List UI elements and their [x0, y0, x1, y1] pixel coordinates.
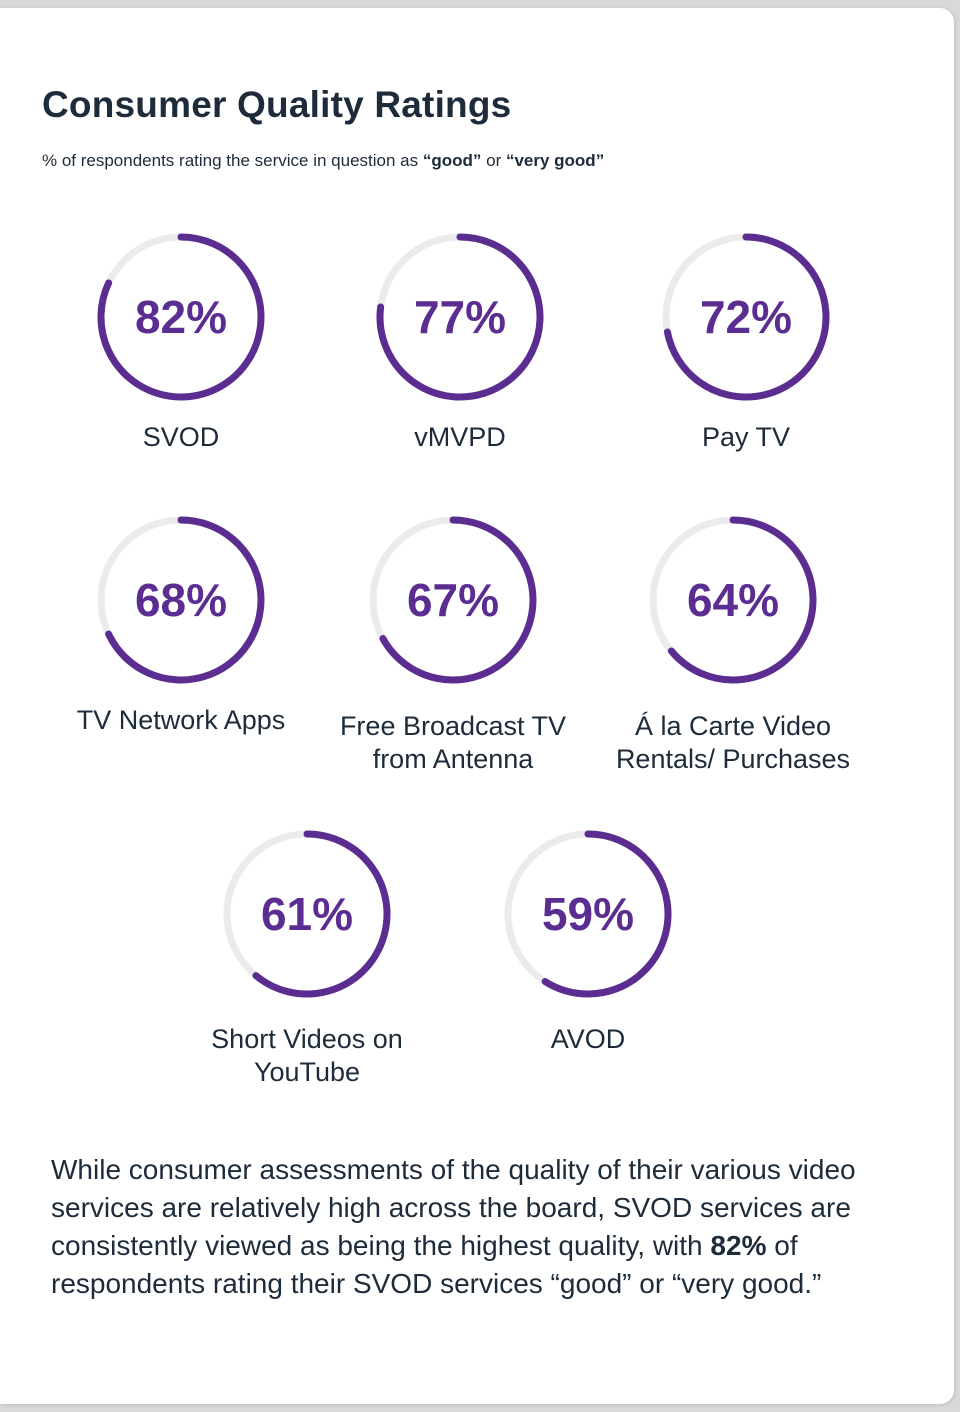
- ring-label-tv-network-apps: TV Network Apps: [76, 705, 286, 735]
- body-highlight: 82%: [710, 1230, 767, 1261]
- ring-label-pay-tv: Pay TV: [701, 422, 791, 452]
- ring-arc-svod: [97, 233, 265, 401]
- body-text-before: While consumer assessments of the qualit…: [51, 1154, 856, 1261]
- ring-value-free-broadcast-tv-from-antenna: 67%: [406, 574, 500, 626]
- ring-label-vmvpd: vMVPD: [414, 422, 506, 452]
- ring-arc-free-broadcast-tv-from-antenna: [379, 516, 537, 684]
- ring-arc-pay-tv: [663, 233, 830, 401]
- subtitle-or: or: [481, 151, 506, 170]
- body-text-after: of respondents rating their SVOD service…: [51, 1230, 822, 1299]
- ring-label-short-videos-on-youtube: Short Videos on YouTube: [211, 1024, 403, 1087]
- ring-arc-vmvpd: [376, 233, 544, 401]
- ring-value-short-videos-on-youtube: 61%: [260, 888, 354, 940]
- subtitle-very-good: “very good”: [505, 151, 605, 170]
- ring-value-tv-network-apps: 68%: [134, 574, 228, 626]
- chart-title: Consumer Quality Ratings: [42, 84, 512, 125]
- ring-arc-la-carte-video-rentals-purchases: [667, 516, 817, 684]
- ring-label-la-carte-video-rentals-purchases: Á la Carte Video Rentals/ Purchases: [615, 711, 851, 774]
- ring-value-pay-tv: 72%: [699, 291, 793, 343]
- ring-arc-short-videos-on-youtube: [252, 830, 391, 998]
- body-paragraph: While consumer assessments of the qualit…: [51, 1151, 891, 1303]
- ring-label-free-broadcast-tv-from-antenna: Free Broadcast TV from Antenna: [339, 711, 567, 774]
- ring-value-vmvpd: 77%: [413, 291, 507, 343]
- subtitle-good: “good”: [422, 151, 482, 170]
- ring-value-svod: 82%: [134, 291, 228, 343]
- ring-label-svod: SVOD: [142, 422, 220, 452]
- ring-value-avod: 59%: [541, 888, 635, 940]
- ring-arc-tv-network-apps: [105, 516, 265, 684]
- subtitle-prefix: % of respondents rating the service in q…: [42, 151, 423, 170]
- ring-arc-avod: [541, 830, 672, 998]
- chart-subtitle: % of respondents rating the service in q…: [42, 151, 604, 171]
- ring-label-avod: AVOD: [550, 1024, 626, 1054]
- ring-value-la-carte-video-rentals-purchases: 64%: [686, 574, 780, 626]
